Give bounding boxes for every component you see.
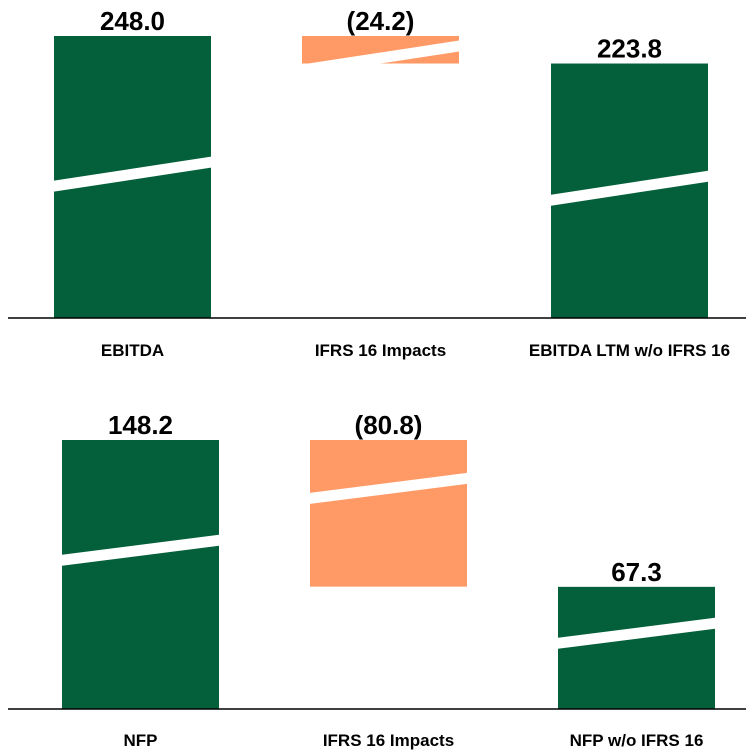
- nfp-category-label-1: NFP: [124, 731, 158, 750]
- ebitda-bar-1-break: [54, 156, 211, 192]
- ebitda-category-label-3: EBITDA LTM w/o IFRS 16: [529, 341, 730, 360]
- nfp-bar-1: [62, 440, 219, 709]
- nfp-bar-3: [558, 586, 715, 709]
- ebitda-category-label-2: IFRS 16 Impacts: [315, 341, 446, 360]
- nfp-bar-2: [310, 440, 467, 587]
- nfp-value-label-1: 148.2: [108, 410, 173, 440]
- ebitda-category-label-1: EBITDA: [101, 341, 164, 360]
- ebitda-bar-2-break: [302, 40, 459, 76]
- nfp-value-label-2: (80.8): [355, 410, 423, 440]
- ebitda-value-label-1: 248.0: [100, 6, 165, 36]
- nfp-bar-2-break: [310, 472, 467, 504]
- ebitda-bar-3-break: [551, 170, 708, 206]
- nfp-bar-3-break: [558, 617, 715, 649]
- nfp-bar-1-break: [62, 534, 219, 566]
- ebitda-value-label-3: 223.8: [597, 34, 662, 64]
- nfp-value-label-3: 67.3: [611, 557, 662, 587]
- ebitda-waterfall-chart: 248.0 EBITDA (24.2) IFRS 16 Impacts 223.8 EBI…: [8, 6, 746, 360]
- nfp-category-label-3: NFP w/o IFRS 16: [570, 731, 704, 750]
- nfp-category-label-2: IFRS 16 Impacts: [323, 731, 454, 750]
- nfp-waterfall-chart: 148.2 NFP (80.8) IFRS 16 Impacts 67.3 NFP w/o…: [8, 410, 746, 750]
- ebitda-value-label-2: (24.2): [347, 6, 415, 36]
